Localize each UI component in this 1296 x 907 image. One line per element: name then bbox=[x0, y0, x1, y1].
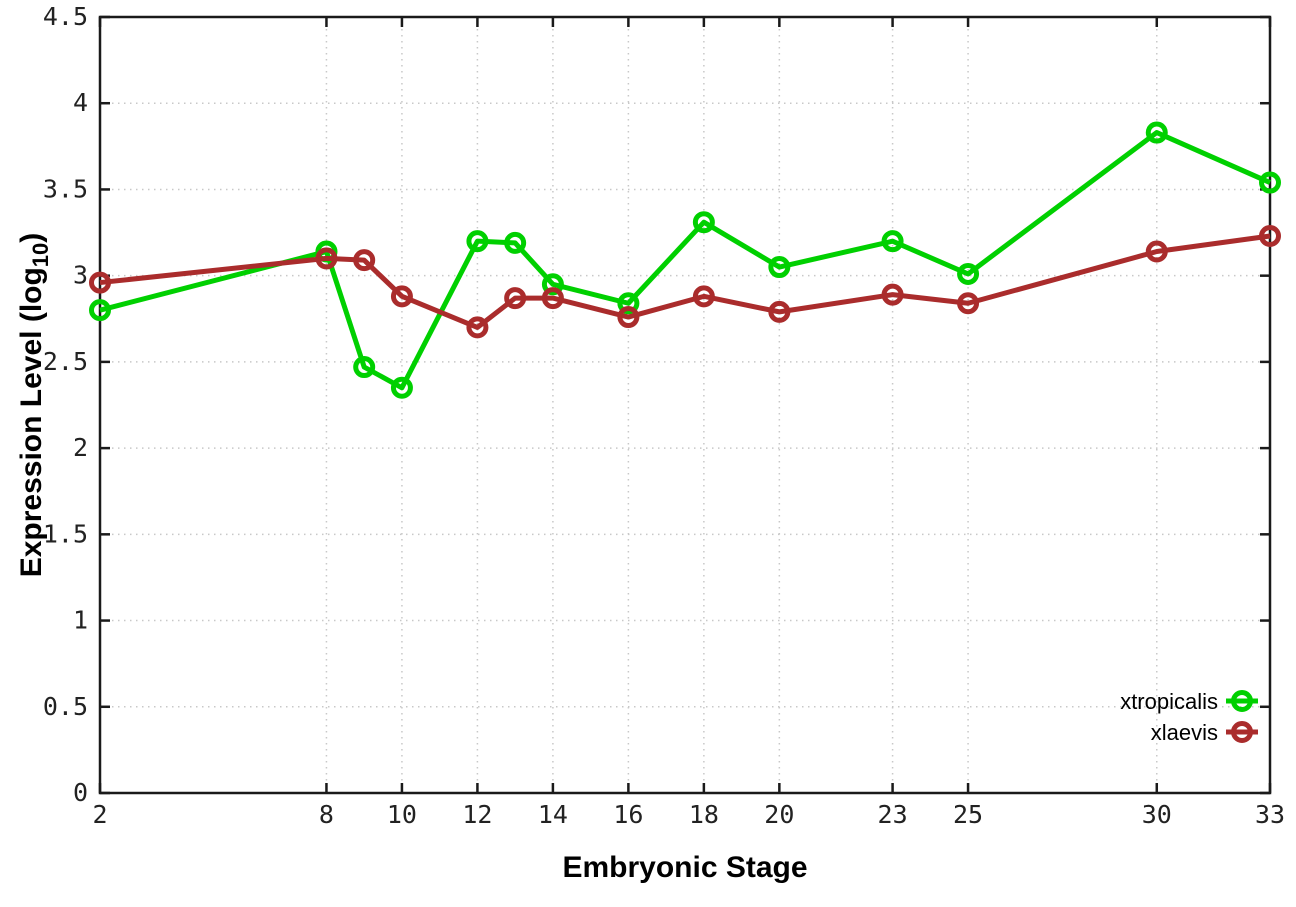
series-xtropicalis-point bbox=[768, 256, 791, 279]
y-axis-title-text: Expression Level (log bbox=[15, 267, 48, 578]
y-axis-title-subscript: 10 bbox=[28, 242, 53, 268]
series-xlaevis-point bbox=[541, 287, 564, 310]
series-xtropicalis-point bbox=[1259, 171, 1281, 194]
y-tick-label: 1 bbox=[73, 606, 88, 635]
x-tick-label: 20 bbox=[764, 800, 794, 829]
series-xlaevis-point bbox=[881, 283, 904, 306]
legend-label-xtropicalis: xtropicalis bbox=[1120, 689, 1218, 714]
x-tick-label: 33 bbox=[1255, 800, 1285, 829]
x-axis-title-text: Embryonic Stage bbox=[562, 851, 808, 884]
y-tick-label: 2.5 bbox=[43, 347, 88, 376]
x-tick-label: 18 bbox=[689, 800, 719, 829]
x-tick-label: 25 bbox=[953, 800, 983, 829]
legend-marker-xtropicalis bbox=[1231, 690, 1253, 712]
series-xlaevis-point bbox=[617, 306, 640, 329]
y-tick-label: 0 bbox=[73, 778, 88, 807]
series-xlaevis-point bbox=[504, 287, 527, 310]
x-tick-label: 14 bbox=[538, 800, 568, 829]
series-xlaevis-point bbox=[315, 247, 338, 270]
series-xlaevis-point bbox=[353, 249, 376, 272]
y-tick-label: 2 bbox=[73, 433, 88, 462]
x-tick-label: 8 bbox=[319, 800, 334, 829]
x-tick-label: 12 bbox=[462, 800, 492, 829]
series-xlaevis-point bbox=[89, 271, 111, 294]
x-tick-label: 30 bbox=[1142, 800, 1172, 829]
series-xtropicalis-point bbox=[541, 273, 564, 296]
series-xlaevis-point bbox=[1259, 225, 1281, 248]
legend-label-xlaevis: xlaevis bbox=[1151, 720, 1218, 745]
y-tick-label: 4 bbox=[73, 88, 88, 117]
y-axis-title: Expression Level (log10) bbox=[15, 232, 53, 578]
series-xlaevis-point bbox=[390, 285, 413, 308]
series-xlaevis-point bbox=[1145, 240, 1168, 263]
series-xlaevis-line bbox=[99, 233, 1271, 330]
x-tick-label: 10 bbox=[387, 800, 417, 829]
series-xtropicalis-point bbox=[617, 292, 640, 315]
series-xtropicalis-point bbox=[692, 211, 715, 234]
x-tick-label: 2 bbox=[92, 800, 107, 829]
series-xlaevis-point bbox=[466, 316, 489, 339]
series-xtropicalis-point bbox=[89, 299, 111, 322]
x-axis-title: Embryonic Stage bbox=[562, 851, 807, 885]
y-tick-label: 3 bbox=[73, 261, 88, 290]
legend-marker-xlaevis bbox=[1231, 721, 1253, 743]
series-xtropicalis-point bbox=[881, 230, 904, 253]
y-tick-label: 4.5 bbox=[43, 2, 88, 31]
x-tick-label: 23 bbox=[878, 800, 908, 829]
series-xtropicalis-point bbox=[390, 376, 413, 399]
series-xtropicalis-point bbox=[466, 230, 489, 253]
y-tick-label: 0.5 bbox=[43, 692, 88, 721]
series-xlaevis-point bbox=[692, 285, 715, 308]
series-xlaevis-point bbox=[957, 292, 980, 315]
plot-border bbox=[98, 15, 1272, 795]
series-xtropicalis-point bbox=[504, 231, 527, 254]
x-tick-label: 16 bbox=[613, 800, 643, 829]
series-xtropicalis-point bbox=[957, 262, 980, 285]
series-xlaevis-point bbox=[768, 300, 791, 323]
y-tick-label: 1.5 bbox=[43, 519, 88, 548]
y-tick-label: 3.5 bbox=[43, 174, 88, 203]
series-xtropicalis-point bbox=[353, 356, 376, 379]
series-xtropicalis-point bbox=[1145, 121, 1168, 144]
series-xtropicalis-line bbox=[99, 130, 1272, 391]
y-axis-title-suffix: ) bbox=[15, 232, 48, 243]
